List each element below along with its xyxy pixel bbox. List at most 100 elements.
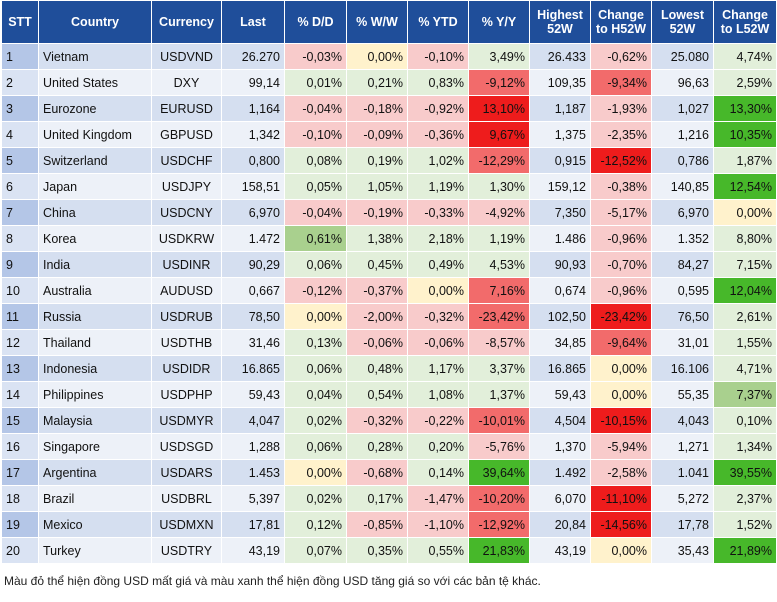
table-cell: 1,08% [407,381,469,408]
table-cell: -9,34% [590,69,652,96]
table-cell: 76,50 [651,303,714,330]
table-cell: 34,85 [529,329,591,356]
table-cell: USDIDR [151,355,222,382]
table-cell: 1,55% [713,329,777,356]
table-cell: USDTHB [151,329,222,356]
table-row: 13 Indonesia USDIDR 16.865 0,06% 0,48% 1,17% 3,… [1,355,777,382]
table-cell: United States [38,69,152,96]
table-cell: USDCNY [151,199,222,226]
table-cell: 15 [1,407,39,434]
table-row: 1 Vietnam USDVND 26.270 -0,03% 0,00% -0,10% 3,4… [1,43,777,70]
table-cell: 6,970 [221,199,285,226]
table-cell: 0,49% [407,251,469,278]
table-cell: -0,10% [284,121,347,148]
table-cell: 0,00% [407,277,469,304]
table-cell: 1,216 [651,121,714,148]
table-cell: -23,42% [590,303,652,330]
table-cell: 0,00% [590,381,652,408]
table-cell: -0,32% [346,407,408,434]
table-cell: 102,50 [529,303,591,330]
table-cell: 10 [1,277,39,304]
table-cell: Vietnam [38,43,152,70]
table-cell: 99,14 [221,69,285,96]
table-cell: 0,00% [590,537,652,564]
table-cell: 0,06% [284,355,347,382]
table-cell: USDMXN [151,511,222,538]
table-cell: 1,05% [346,173,408,200]
table-cell: -0,04% [284,95,347,122]
table-cell: 0,13% [284,329,347,356]
table-cell: 16 [1,433,39,460]
table-cell: USDMYR [151,407,222,434]
footnote: Màu đỏ thể hiện đồng USD mất giá và màu … [4,574,541,588]
table-cell: 17,81 [221,511,285,538]
table-cell: 0,786 [651,147,714,174]
column-header: Change to L52W [713,0,777,44]
table-cell: -1,47% [407,485,469,512]
table-cell: 1,30% [468,173,530,200]
table-cell: 0,00% [713,199,777,226]
column-header: % YTD [407,0,469,44]
table-cell: 90,93 [529,251,591,278]
column-header: Last [221,0,285,44]
table-cell: 7,16% [468,277,530,304]
table-cell: -2,58% [590,459,652,486]
table-cell: -0,85% [346,511,408,538]
table-cell: 0,02% [284,407,347,434]
table-cell: 31,46 [221,329,285,356]
table-cell: 1.352 [651,225,714,252]
table-cell: 2,59% [713,69,777,96]
table-cell: 26.270 [221,43,285,70]
table-cell: -0,62% [590,43,652,70]
table-cell: 4,047 [221,407,285,434]
table-cell: -12,92% [468,511,530,538]
table-cell: 12,04% [713,277,777,304]
table-cell: 0,02% [284,485,347,512]
table-cell: -0,04% [284,199,347,226]
table-cell: -4,92% [468,199,530,226]
table-cell: 5,397 [221,485,285,512]
table-row: 14 Philippines USDPHP 59,43 0,04% 0,54% 1,08% 1… [1,381,777,408]
table-cell: 96,63 [651,69,714,96]
table-cell: -0,19% [346,199,408,226]
table-cell: 0,00% [284,459,347,486]
column-header: Highest 52W [529,0,591,44]
table-cell: -0,06% [346,329,408,356]
table-cell: 1,370 [529,433,591,460]
table-cell: 3,37% [468,355,530,382]
table-cell: 2,37% [713,485,777,512]
table-cell: 21,83% [468,537,530,564]
table-cell: USDARS [151,459,222,486]
table-cell: 6,070 [529,485,591,512]
table-cell: -0,38% [590,173,652,200]
table-cell: USDRUB [151,303,222,330]
table-cell: -23,42% [468,303,530,330]
table-cell: 55,35 [651,381,714,408]
table-cell: USDCHF [151,147,222,174]
table-cell: 0,01% [284,69,347,96]
table-cell: Japan [38,173,152,200]
table-cell: 0,55% [407,537,469,564]
table-cell: 43,19 [221,537,285,564]
table-cell: 39,64% [468,459,530,486]
table-row: 11 Russia USDRUB 78,50 0,00% -2,00% -0,32% -23,… [1,303,777,330]
table-cell: -0,96% [590,277,652,304]
table-cell: 1,187 [529,95,591,122]
table-cell: -0,92% [407,95,469,122]
table-cell: 0,00% [346,43,408,70]
table-cell: Brazil [38,485,152,512]
table-cell: 16.865 [221,355,285,382]
column-header: Currency [151,0,222,44]
table-cell: GBPUSD [151,121,222,148]
table-cell: 8,80% [713,225,777,252]
table-cell: 1.492 [529,459,591,486]
table-cell: -5,76% [468,433,530,460]
table-cell: 1,37% [468,381,530,408]
table-cell: -1,10% [407,511,469,538]
table-cell: 20 [1,537,39,564]
table-cell: -5,17% [590,199,652,226]
table-cell: Argentina [38,459,152,486]
table-cell: 1.041 [651,459,714,486]
table-row: 3 Eurozone EURUSD 1,164 -0,04% -0,18% -0,92% 13… [1,95,777,122]
table-cell: 9 [1,251,39,278]
